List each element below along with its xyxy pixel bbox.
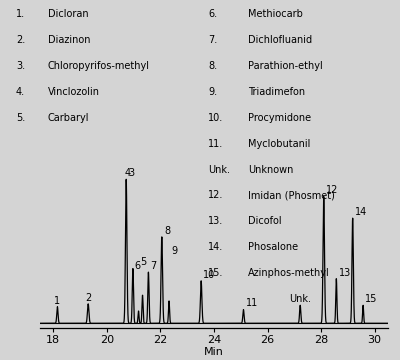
Text: Imidan (Phosmet): Imidan (Phosmet) <box>248 190 335 201</box>
Text: Dicofol: Dicofol <box>248 216 282 226</box>
Text: 10: 10 <box>203 270 216 280</box>
Text: 1.: 1. <box>16 9 25 19</box>
Text: 8.: 8. <box>208 61 217 71</box>
Text: 14.: 14. <box>208 242 223 252</box>
Text: Phosalone: Phosalone <box>248 242 298 252</box>
Text: 11: 11 <box>246 298 258 309</box>
Text: 1: 1 <box>54 296 60 306</box>
Text: Unk.: Unk. <box>289 294 311 304</box>
Text: Unk.: Unk. <box>208 165 230 175</box>
Text: 3.: 3. <box>16 61 25 71</box>
Text: Chloropyrifos-methyl: Chloropyrifos-methyl <box>48 61 150 71</box>
Text: 3: 3 <box>128 168 134 178</box>
Text: Unknown: Unknown <box>248 165 293 175</box>
Text: Myclobutanil: Myclobutanil <box>248 139 310 149</box>
Text: 12: 12 <box>326 185 338 195</box>
Text: 6.: 6. <box>208 9 217 19</box>
Text: 12.: 12. <box>208 190 223 201</box>
Text: 5.: 5. <box>16 113 25 123</box>
Text: Methiocarb: Methiocarb <box>248 9 303 19</box>
Text: 15: 15 <box>365 294 378 304</box>
Text: Parathion-ethyl: Parathion-ethyl <box>248 61 323 71</box>
Text: 14: 14 <box>355 207 367 217</box>
Text: Dicloran: Dicloran <box>48 9 89 19</box>
Text: 7: 7 <box>150 261 157 271</box>
Text: Dichlofluanid: Dichlofluanid <box>248 35 312 45</box>
Text: 15.: 15. <box>208 268 223 278</box>
Text: Vinclozolin: Vinclozolin <box>48 87 100 97</box>
Text: Procymidone: Procymidone <box>248 113 311 123</box>
Text: 7.: 7. <box>208 35 217 45</box>
Text: 6: 6 <box>134 261 140 271</box>
Text: 8: 8 <box>164 226 170 236</box>
Text: 13.: 13. <box>208 216 223 226</box>
Text: 4: 4 <box>124 168 130 178</box>
Text: 11.: 11. <box>208 139 223 149</box>
Text: 10.: 10. <box>208 113 223 123</box>
Text: Diazinon: Diazinon <box>48 35 90 45</box>
Text: Triadimefon: Triadimefon <box>248 87 305 97</box>
Text: 5: 5 <box>141 257 147 267</box>
X-axis label: Min: Min <box>204 347 224 357</box>
Text: Azinphos-methyl: Azinphos-methyl <box>248 268 330 278</box>
Text: 13: 13 <box>338 267 351 278</box>
Text: Carbaryl: Carbaryl <box>48 113 90 123</box>
Text: 9: 9 <box>171 246 177 256</box>
Text: 9.: 9. <box>208 87 217 97</box>
Text: 2: 2 <box>85 293 91 303</box>
Text: 2.: 2. <box>16 35 25 45</box>
Text: 4.: 4. <box>16 87 25 97</box>
